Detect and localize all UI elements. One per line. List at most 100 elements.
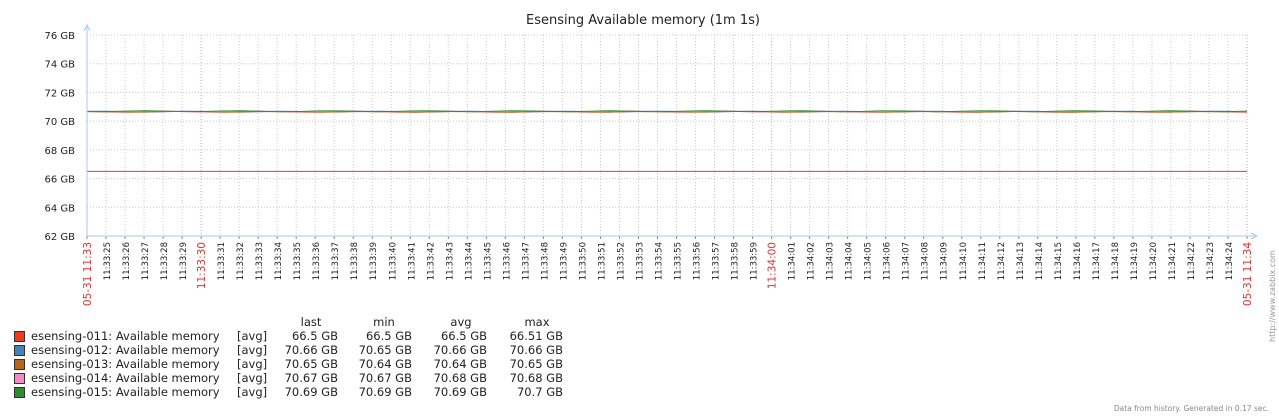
y-tick-label: 66 GB	[44, 175, 75, 186]
legend-series-name: esensing-013: Available memory	[31, 357, 220, 371]
x-tick-label: 11:33:42	[426, 242, 436, 280]
legend-last: 70.65 GB	[284, 357, 338, 371]
x-tick-label: 11:34:23	[1206, 242, 1216, 280]
x-tick-label: 11:34:00	[767, 242, 779, 289]
x-tick-label: 11:34:17	[1092, 242, 1102, 280]
x-tick-label: 11:33:57	[712, 242, 722, 280]
legend-min: 70.67 GB	[358, 371, 412, 385]
x-tick-label: 11:33:35	[293, 242, 303, 280]
y-tick-label: 68 GB	[44, 146, 75, 157]
x-tick-label: 11:33:25	[103, 242, 113, 280]
legend-series-name: esensing-012: Available memory	[31, 343, 220, 357]
x-tick-label: 11:33:33	[255, 242, 265, 280]
grid	[86, 34, 1248, 237]
x-tick-label: 11:34:14	[1035, 242, 1045, 280]
legend-swatch	[14, 331, 25, 342]
x-tick-label: 11:33:39	[369, 242, 379, 280]
legend-last: 66.5 GB	[291, 329, 338, 343]
x-tick-label: 11:33:43	[445, 242, 455, 280]
generation-footer: Data from history. Generated in 0.17 sec…	[1113, 404, 1269, 413]
x-tick-label: 11:33:32	[236, 242, 246, 280]
x-tick-label: 11:33:34	[274, 242, 284, 280]
y-tick-label: 64 GB	[44, 203, 75, 214]
legend-header-max: max	[524, 315, 550, 329]
x-tick-label: 11:34:21	[1168, 242, 1178, 280]
y-tick-label: 76 GB	[44, 31, 75, 42]
x-tick-label: 11:33:54	[654, 242, 664, 280]
legend-func: [avg]	[237, 329, 268, 343]
zabbix-link[interactable]: http://www.zabbix.com	[1268, 250, 1277, 342]
legend-header-last: last	[300, 315, 322, 329]
legend-max: 70.7 GB	[516, 385, 563, 399]
chart-title: Esensing Available memory (1m 1s)	[526, 13, 760, 28]
legend-header-avg: avg	[450, 315, 472, 329]
legend-min: 70.64 GB	[358, 357, 412, 371]
x-tick-label: 11:34:04	[845, 242, 855, 280]
x-tick-label: 11:33:44	[464, 242, 474, 280]
legend-last: 70.67 GB	[284, 371, 338, 385]
x-tick-label: 11:34:15	[1054, 242, 1064, 280]
x-tick-label: 11:33:53	[635, 242, 645, 280]
x-tick-label: 11:33:55	[674, 242, 684, 280]
x-axis: 05-31 11:33 11:33:25 11:33:26 11:33:27 11:33…	[82, 232, 1259, 306]
x-tick-label: 11:33:26	[122, 242, 132, 280]
x-tick-label: 11:34:20	[1149, 242, 1159, 280]
x-tick-label: 11:34:09	[940, 242, 950, 280]
x-tick-label: 11:33:48	[540, 242, 550, 280]
legend-func: [avg]	[237, 343, 268, 357]
x-tick-label: 11:33:59	[750, 242, 760, 280]
legend-avg: 70.68 GB	[433, 371, 487, 385]
y-axis: 76 GB 74 GB 72 GB 70 GB 68 GB 66 GB 64 GB 62 GB	[44, 23, 91, 243]
x-axis-arrow	[1250, 232, 1259, 240]
x-tick-label: 05-31 11:33	[82, 242, 94, 306]
x-tick-label: 11:33:29	[179, 242, 189, 280]
x-tick-label: 11:34:10	[959, 242, 969, 280]
x-tick-label: 11:34:19	[1130, 242, 1140, 280]
legend-header-min: min	[373, 315, 395, 329]
x-tick-label: 11:34:22	[1187, 242, 1197, 280]
legend-min: 70.69 GB	[358, 385, 412, 399]
legend-avg: 70.66 GB	[433, 343, 487, 357]
x-tick-label: 11:34:24	[1225, 242, 1235, 280]
legend-func: [avg]	[237, 385, 268, 399]
x-tick-label: 11:34:12	[997, 242, 1007, 280]
x-tick-label: 11:34:06	[883, 242, 893, 280]
x-tick-label: 11:33:52	[616, 242, 626, 280]
x-tick-label: 11:34:16	[1073, 242, 1083, 280]
legend-func: [avg]	[237, 357, 268, 371]
legend-min: 66.5 GB	[365, 329, 412, 343]
legend-max: 70.66 GB	[509, 343, 563, 357]
legend-series-name: esensing-011: Available memory	[31, 329, 220, 343]
x-tick-label: 11:33:58	[731, 242, 741, 280]
legend-max: 70.65 GB	[509, 357, 563, 371]
x-tick-label: 11:33:31	[217, 242, 227, 280]
legend-avg: 66.5 GB	[440, 329, 487, 343]
legend-last: 70.69 GB	[284, 385, 338, 399]
series-line	[87, 110, 1248, 113]
x-tick-label: 11:33:30	[196, 242, 208, 289]
x-tick-label: 11:34:11	[978, 242, 988, 280]
x-tick-label: 11:34:08	[921, 242, 931, 280]
y-tick-label: 62 GB	[44, 232, 75, 243]
x-tick-label: 11:33:47	[521, 242, 531, 280]
x-tick-label: 11:34:01	[788, 242, 798, 280]
x-tick-label: 11:34:03	[826, 242, 836, 280]
x-tick-label: 11:33:40	[388, 242, 398, 280]
x-tick-label: 11:33:27	[141, 242, 151, 280]
legend-avg: 70.69 GB	[433, 385, 487, 399]
x-tick-label: 11:33:38	[350, 242, 360, 280]
x-tick-label: 11:34:13	[1016, 242, 1026, 280]
legend-swatch	[14, 373, 25, 384]
x-tick-label: 11:33:46	[502, 242, 512, 280]
legend-swatch	[14, 345, 25, 356]
x-tick-label: 11:34:18	[1111, 242, 1121, 280]
x-tick-label: 11:33:37	[331, 242, 341, 280]
x-tick-label: 11:33:45	[483, 242, 493, 280]
series-lines	[86, 110, 1248, 172]
legend-swatch	[14, 359, 25, 370]
legend-swatch	[14, 387, 25, 398]
y-tick-label: 70 GB	[44, 117, 75, 128]
x-tick-label: 11:34:07	[902, 242, 912, 280]
legend-last: 70.66 GB	[284, 343, 338, 357]
